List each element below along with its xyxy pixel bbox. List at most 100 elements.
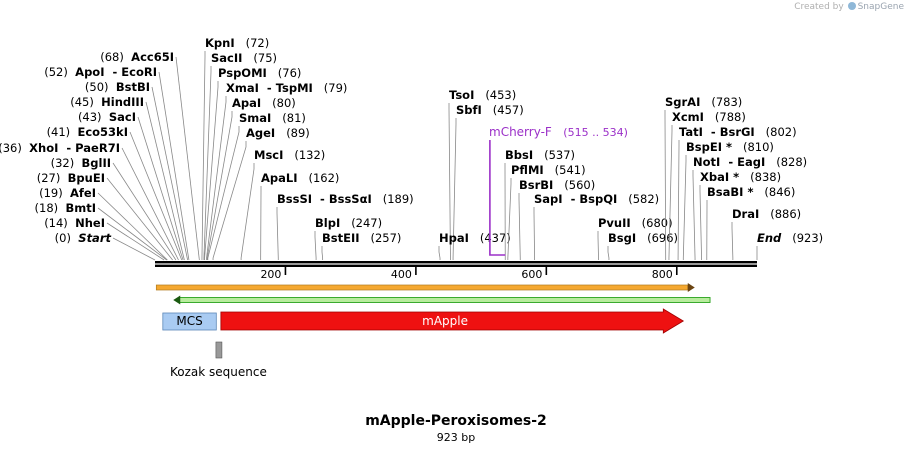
- leader-line: [112, 162, 177, 261]
- enzyme-label[interactable]: SacII (75): [211, 51, 277, 65]
- enzyme-name: XhoI: [29, 141, 58, 155]
- enzyme-label[interactable]: (43) SacI: [78, 110, 136, 124]
- feature-mapple-arrow[interactable]: [220, 308, 685, 334]
- enzyme-label[interactable]: ApaI (80): [232, 96, 296, 110]
- snapgene-logo-icon: [847, 2, 856, 10]
- enzyme-label[interactable]: (68) Acc65I: [100, 50, 174, 64]
- leader-line: [677, 140, 680, 260]
- enzyme-label[interactable]: (14) NheI: [44, 216, 105, 230]
- enzyme-label[interactable]: TatI - BsrGI (802): [679, 125, 797, 139]
- site-position: (89): [286, 126, 310, 140]
- enzyme-label[interactable]: TsoI (453): [449, 88, 516, 102]
- primer-range: (515 .. 534): [563, 126, 628, 139]
- site-position: (18): [35, 201, 59, 215]
- tick-label: 400: [391, 268, 412, 281]
- enzyme-name: NheI: [75, 216, 105, 230]
- site-position: (886): [770, 207, 801, 221]
- tick-label: 600: [521, 268, 542, 281]
- leader-line: [97, 207, 167, 261]
- enzyme-label[interactable]: (19) AfeI: [39, 186, 96, 200]
- site-position: (838): [750, 170, 781, 184]
- leader-line: [438, 246, 441, 260]
- enzyme-name: AfeI: [70, 186, 96, 200]
- enzyme-label[interactable]: (50) BstBI: [85, 80, 150, 94]
- enzyme-label[interactable]: PvuII (680): [598, 216, 673, 230]
- leader-line: [731, 222, 734, 260]
- enzyme-label[interactable]: (27) BpuEI: [37, 171, 105, 185]
- primer-label[interactable]: mCherry-F (515 .. 534): [489, 125, 628, 139]
- enzyme-label[interactable]: MscI (132): [254, 148, 325, 162]
- leader-line: [158, 71, 190, 261]
- map-title: mApple-Peroxisomes-2: [365, 413, 547, 429]
- enzyme-label[interactable]: AgeI (89): [246, 126, 310, 140]
- enzyme-alt-name: TspMI: [276, 81, 313, 95]
- leader-line: [129, 131, 183, 261]
- enzyme-name: Eco53kI: [77, 125, 128, 139]
- enzyme-label[interactable]: ApaLI (162): [261, 171, 339, 185]
- leader-line: [137, 116, 184, 261]
- enzyme-label[interactable]: BssSI - BssSαI (189): [277, 192, 414, 206]
- enzyme-name: BsrBI: [519, 178, 553, 192]
- site-position: (81): [282, 111, 306, 125]
- enzyme-label[interactable]: BsrBI (560): [519, 178, 595, 192]
- enzyme-label[interactable]: (0) Start: [55, 231, 112, 245]
- enzyme-label[interactable]: BsaBI * (846): [707, 185, 795, 199]
- site-position: (14): [44, 216, 68, 230]
- enzyme-name: XbaI: [700, 170, 729, 184]
- enzyme-label[interactable]: (52) ApoI - EcoRI: [44, 65, 157, 79]
- enzyme-label[interactable]: BlpI (247): [315, 216, 382, 230]
- enzyme-label[interactable]: (41) Eco53kI: [47, 125, 128, 139]
- enzyme-name: SmaI: [239, 111, 271, 125]
- enzyme-name: BstEII: [322, 231, 360, 245]
- enzyme-label[interactable]: SbfI (457): [456, 103, 524, 117]
- enzyme-label[interactable]: SapI - BspQI (582): [534, 192, 659, 206]
- site-position: (828): [776, 155, 807, 169]
- leader-line: [597, 231, 599, 260]
- orf-bar[interactable]: [155, 284, 689, 291]
- enzyme-label[interactable]: BsgI (696): [608, 231, 678, 245]
- enzyme-label[interactable]: KpnI (72): [205, 36, 269, 50]
- enzyme-name: KpnI: [205, 36, 235, 50]
- enzyme-label[interactable]: SgrAI (783): [665, 95, 742, 109]
- enzyme-label[interactable]: SmaI (81): [239, 111, 306, 125]
- enzyme-label[interactable]: BstEII (257): [322, 231, 401, 245]
- site-position: (45): [70, 95, 94, 109]
- enzyme-alt-name: BsrGI: [720, 125, 755, 139]
- credit-prefix: Created by: [794, 2, 844, 12]
- enzyme-label[interactable]: DraI (886): [732, 207, 801, 221]
- site-position: (696): [647, 231, 678, 245]
- enzyme-label[interactable]: PflMI (541): [511, 163, 586, 177]
- enzyme-label[interactable]: BspEI * (810): [686, 140, 774, 154]
- site-position: (537): [544, 148, 575, 162]
- leader-line: [145, 101, 185, 261]
- feature-kozak[interactable]: [215, 341, 223, 359]
- enzyme-label[interactable]: HpaI (437): [439, 231, 511, 245]
- enzyme-name: BbsI: [505, 148, 533, 162]
- enzyme-label[interactable]: End (923): [757, 231, 823, 245]
- enzyme-alt-name: BssSαI: [329, 192, 372, 206]
- enzyme-name: BspEI: [686, 140, 722, 154]
- enzyme-label[interactable]: BbsI (537): [505, 148, 575, 162]
- enzyme-alt-name: PaeR7I: [75, 141, 120, 155]
- enzyme-label[interactable]: XbaI * (838): [700, 170, 781, 184]
- site-position: (453): [485, 88, 516, 102]
- leader-line: [207, 126, 240, 260]
- enzyme-label[interactable]: (36) XhoI - PaeR7I: [0, 141, 120, 155]
- site-position: (32): [51, 156, 75, 170]
- enzyme-label[interactable]: PspOMI (76): [218, 66, 301, 80]
- enzyme-label[interactable]: XmaI - TspMI (79): [226, 81, 347, 95]
- enzyme-label[interactable]: (32) BglII: [51, 156, 111, 170]
- enzyme-label[interactable]: (45) HindIII: [70, 95, 144, 109]
- tick-label: 800: [652, 268, 673, 281]
- site-position: (0): [55, 231, 71, 245]
- feature-mcs[interactable]: [162, 312, 217, 331]
- reverse-orf-bar[interactable]: [178, 297, 711, 303]
- enzyme-label[interactable]: XcmI (788): [672, 110, 746, 124]
- enzyme-label[interactable]: (18) BmtI: [35, 201, 96, 215]
- leader-line: [106, 177, 173, 261]
- leader-line: [97, 192, 168, 261]
- kozak-label: Kozak sequence: [170, 365, 267, 379]
- site-position: (680): [642, 216, 673, 230]
- primer-bar[interactable]: [489, 140, 506, 256]
- enzyme-label[interactable]: NotI - EagI (828): [693, 155, 807, 169]
